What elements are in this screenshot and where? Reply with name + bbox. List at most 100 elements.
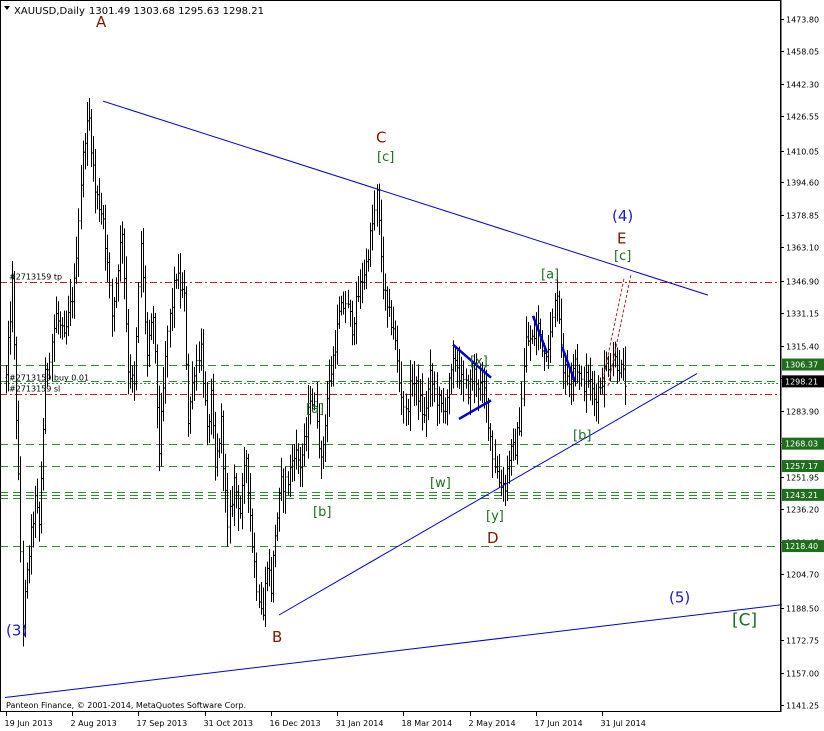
- price-bar: [601, 367, 604, 395]
- price-bar: [117, 264, 120, 302]
- price-bar: [305, 417, 308, 452]
- y-tick-label: 1236.20: [786, 506, 819, 515]
- price-bar: [423, 396, 426, 424]
- price-bar: [554, 293, 557, 327]
- price-bar: [94, 148, 97, 214]
- price-bar: [320, 440, 323, 479]
- trendline-2: [4, 604, 783, 699]
- trendline-5: [531, 315, 549, 354]
- price-bar: [402, 390, 405, 424]
- price-tag-label: 1298.21: [785, 377, 818, 386]
- price-bar: [237, 484, 240, 532]
- price-bar: [17, 400, 20, 481]
- price-bar: [144, 265, 147, 335]
- price-bar: [71, 286, 74, 319]
- price-bar: [48, 352, 51, 380]
- price-bar: [9, 301, 12, 355]
- price-bar: [278, 487, 281, 532]
- x-tick-label: 18 Mar 2014: [402, 719, 453, 728]
- price-bar: [137, 281, 140, 343]
- price-bar: [34, 485, 37, 538]
- wave-label-6: [a]: [541, 268, 559, 283]
- price-bar: [235, 473, 238, 509]
- price-bar: [614, 341, 617, 368]
- x-tick-label: 2 May 2014: [469, 719, 516, 728]
- wave-label-17: B: [272, 628, 282, 646]
- price-bar: [502, 466, 505, 502]
- price-bar: [583, 366, 586, 402]
- y-tick-label: 1315.40: [786, 343, 819, 352]
- price-bar: [102, 205, 105, 230]
- wave-label-4: E: [617, 230, 626, 248]
- trendline-1: [278, 373, 698, 616]
- price-bar: [26, 562, 29, 599]
- price-bar: [442, 387, 445, 424]
- price-bar: [183, 269, 186, 312]
- price-bar: [516, 422, 519, 465]
- price-bar: [318, 403, 321, 459]
- price-bar: [181, 272, 184, 298]
- price-bar: [140, 230, 143, 298]
- price-bar: [104, 204, 107, 271]
- price-bar: [330, 356, 333, 387]
- price-bar: [440, 390, 443, 413]
- price-bar: [564, 352, 567, 395]
- price-bar: [622, 348, 625, 381]
- price-bar: [380, 199, 383, 273]
- price-bar: [301, 443, 304, 488]
- price-bar: [11, 260, 14, 333]
- price-bar: [336, 304, 339, 365]
- x-tick-label: 19 Jun 2013: [5, 719, 53, 728]
- price-bar: [206, 381, 209, 446]
- price-bar: [578, 364, 581, 390]
- price-tag-label: 1243.21: [785, 491, 818, 500]
- price-bar: [92, 136, 95, 182]
- price-bar: [547, 334, 550, 369]
- price-bar: [158, 385, 161, 472]
- price-tag-bg: [782, 488, 824, 501]
- price-bar: [413, 361, 416, 406]
- price-bar: [351, 300, 354, 346]
- price-bar: [226, 472, 229, 547]
- price-bar: [284, 466, 287, 514]
- price-bar: [597, 375, 600, 424]
- price-bar: [42, 417, 45, 491]
- price-bar: [390, 300, 393, 336]
- wave-label-13: D: [487, 529, 499, 547]
- price-bar: [187, 353, 190, 437]
- price-bar: [156, 344, 159, 429]
- price-bar: [496, 455, 499, 479]
- price-bar: [467, 374, 470, 405]
- price-bar: [245, 450, 248, 484]
- price-bar: [527, 321, 530, 346]
- price-bar: [436, 372, 439, 427]
- price-bar: [460, 356, 463, 395]
- price-bar: [297, 443, 300, 475]
- wave-label-7: [x]: [470, 354, 488, 369]
- price-bar: [347, 289, 350, 309]
- price-tag-label: 1218.40: [785, 542, 818, 551]
- price-bar: [367, 249, 370, 272]
- x-tick-label: 17 Jun 2014: [535, 719, 583, 728]
- price-bar: [19, 456, 22, 563]
- price-bar: [427, 377, 430, 421]
- price-bar: [506, 455, 509, 501]
- price-bar: [415, 376, 418, 406]
- y-tick-label: 1363.10: [786, 244, 819, 253]
- chevron-down-icon[interactable]: [4, 6, 10, 10]
- price-bar: [166, 325, 169, 378]
- x-tick-label: 16 Dec 2013: [270, 719, 321, 728]
- x-tick-label: 31 Jul 2014: [601, 719, 646, 728]
- price-bar: [620, 359, 623, 379]
- price-bar: [113, 297, 116, 332]
- y-tick-label: 1394.60: [786, 179, 819, 188]
- price-bar: [189, 396, 192, 434]
- price-bar: [365, 248, 368, 290]
- price-bar: [593, 370, 596, 417]
- price-bar: [477, 379, 480, 412]
- price-bar: [523, 347, 526, 407]
- price-bar: [169, 308, 172, 348]
- price-bar: [462, 360, 465, 402]
- price-bar: [514, 428, 517, 460]
